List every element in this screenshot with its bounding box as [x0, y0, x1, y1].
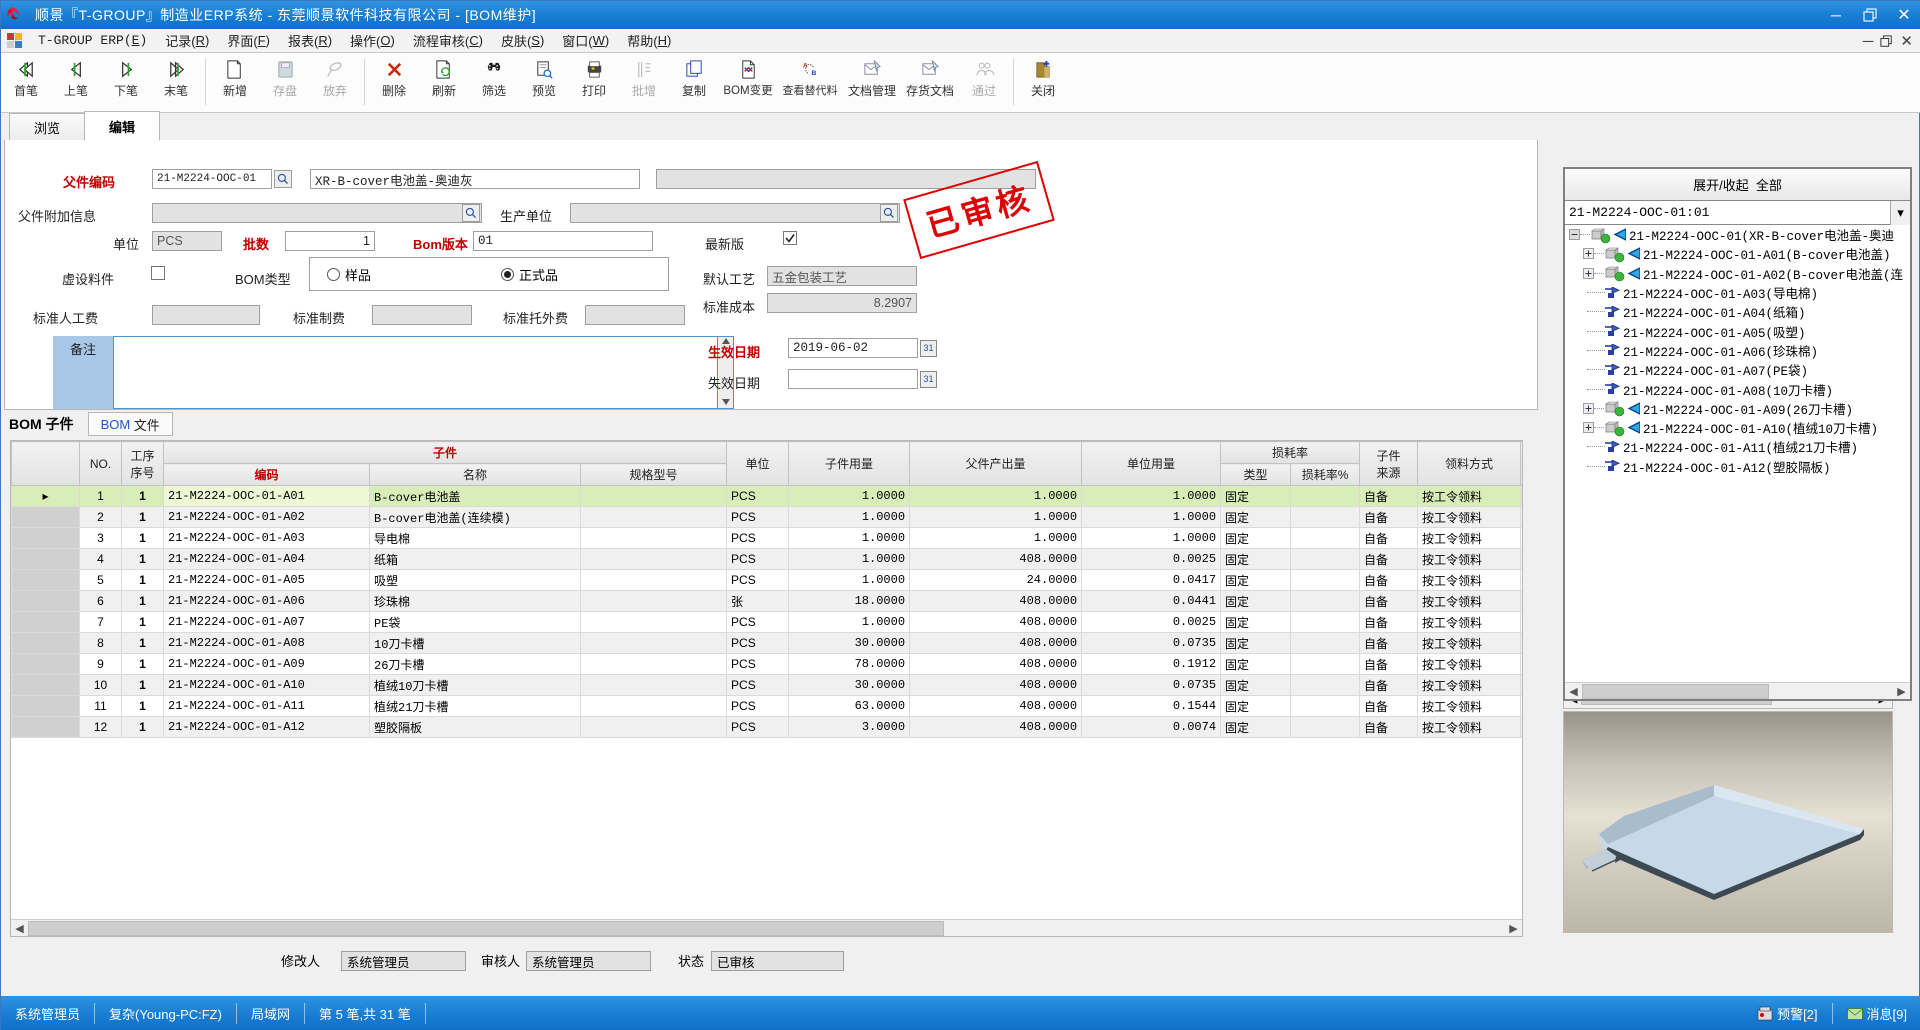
- svg-text:B: B: [811, 70, 816, 77]
